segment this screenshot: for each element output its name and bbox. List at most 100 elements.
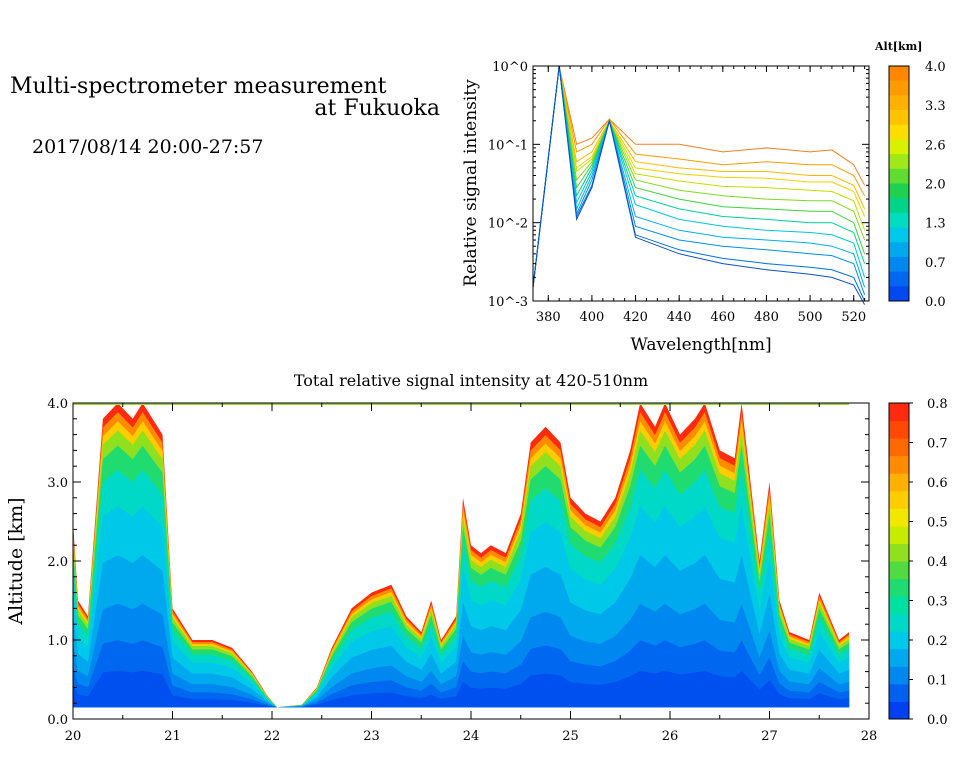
colorbar-swatch [889, 66, 909, 82]
x-tick-label: 21 [164, 729, 181, 744]
y-tick-label: 4.0 [47, 397, 68, 412]
colorbar-tick-label: 2.6 [925, 138, 946, 153]
colorbar-swatch [889, 525, 909, 544]
spectrum-series-line [532, 65, 866, 288]
spectrum-x-axis-label: Wavelength[nm] [630, 335, 771, 355]
spectrum-series-group [532, 65, 866, 305]
spectrum-series-line [532, 65, 866, 288]
colorbar-swatch [889, 683, 909, 702]
colorbar-swatch [889, 455, 909, 474]
spectrum-y-axis-label: Relative signal intensity [461, 79, 481, 287]
spectrum-series-line [532, 65, 866, 288]
spectrum-series-line [532, 65, 866, 288]
colorbar-swatch [889, 212, 909, 229]
title-line1: Multi-spectrometer measurement [10, 74, 387, 99]
colorbar-swatch [889, 613, 909, 632]
y-tick-label: 10^0 [492, 60, 528, 75]
heatmap-contour-band [73, 670, 850, 708]
colorbar-swatch [889, 110, 909, 126]
colorbar-swatch [889, 168, 909, 184]
colorbar-swatch [889, 286, 909, 302]
colorbar-swatch [889, 154, 909, 170]
colorbar-swatch [889, 256, 909, 273]
spectrum-series-line [532, 65, 866, 288]
heatmap-layers [73, 403, 850, 708]
altitude-heatmap-chart: Total relative signal intensity at 420-5… [5, 371, 948, 744]
colorbar-tick-label: 0.6 [927, 476, 948, 491]
colorbar-swatch [889, 631, 909, 650]
x-tick-label: 24 [463, 729, 480, 744]
x-tick-label: 27 [761, 729, 778, 744]
colorbar-tick-label: 0.0 [925, 295, 946, 310]
colorbar-tick-label: 3.3 [925, 99, 946, 114]
colorbar-tick-label: 0.2 [927, 634, 948, 649]
spectrum-series-line [532, 65, 866, 288]
x-tick-label: 520 [841, 310, 866, 325]
colorbar-swatch [889, 561, 909, 580]
colorbar-tick-label: 0.7 [927, 437, 948, 452]
datetime-label: 2017/08/14 20:00-27:57 [32, 136, 264, 158]
colorbar-tick-label: 0.3 [927, 595, 948, 610]
colorbar-tick-label: 0.8 [927, 397, 948, 412]
x-tick-label: 440 [667, 310, 692, 325]
y-tick-label: 0.0 [47, 713, 68, 728]
colorbar-tick-label: 0.7 [925, 256, 946, 271]
colorbar-tick-label: 0.5 [927, 516, 948, 531]
y-tick-label: 10^-3 [488, 295, 528, 310]
title-line2: at Fukuoka [314, 96, 440, 121]
x-tick-label: 28 [861, 729, 878, 744]
x-tick-label: 26 [662, 729, 679, 744]
x-tick-label: 23 [363, 729, 380, 744]
altitude-colorbar: 4.0 3.3 2.6 2.0 1.3 0.7 0.0 [888, 60, 946, 310]
colorbar-swatch [889, 227, 909, 243]
spectrum-series-line [532, 65, 866, 305]
colorbar-swatch [889, 139, 909, 155]
y-tick-label: 1.0 [47, 634, 68, 649]
colorbar-swatch [889, 242, 909, 258]
spectrum-series-line [532, 65, 866, 288]
spectrum-series-line [532, 65, 866, 295]
colorbar-swatch [889, 271, 909, 287]
x-tick-label: 20 [65, 729, 82, 744]
heatmap-y-axis-label: Altitude [km] [5, 497, 27, 625]
colorbar-swatch [889, 124, 909, 140]
colorbar-swatch [889, 473, 909, 492]
spectrum-line-chart: 380 400 420 440 460 480 500 520 10^0 10^-1 10^-2 10… [461, 40, 946, 355]
y-tick-label: 10^-1 [488, 138, 528, 153]
y-tick-label: 10^-2 [488, 217, 528, 232]
y-tick-label: 3.0 [47, 476, 68, 491]
colorbar-swatch [889, 403, 909, 422]
altitude-colorbar-label: Alt[km] [874, 40, 922, 53]
x-tick-label: 400 [579, 310, 604, 325]
x-tick-label: 25 [562, 729, 579, 744]
colorbar-swatch [889, 648, 909, 667]
colorbar-swatch [889, 666, 909, 685]
colorbar-tick-label: 0.0 [927, 713, 948, 728]
title-block: Multi-spectrometer measurement at Fukuok… [10, 74, 440, 159]
colorbar-swatch [889, 596, 909, 615]
intensity-colorbar: 0.8 0.7 0.6 0.5 0.4 0.3 0.2 0.1 0.0 [888, 397, 948, 728]
colorbar-frame [888, 65, 910, 302]
colorbar-swatch [889, 508, 909, 527]
y-tick-label: 2.0 [47, 555, 68, 570]
colorbar-swatch [889, 183, 909, 199]
spectrum-series-line [532, 65, 866, 288]
colorbar-swatch [889, 701, 909, 720]
x-tick-label: 420 [623, 310, 648, 325]
x-tick-label: 380 [536, 310, 561, 325]
heatmap-axes: 20 21 22 23 24 25 26 27 28 0.0 1.0 2.0 3.0 4.0 [47, 397, 877, 744]
colorbar-swatch [889, 420, 909, 439]
spectrum-series-line [532, 65, 866, 288]
spectrum-series-line [532, 65, 866, 288]
colorbar-swatch [889, 438, 909, 457]
colorbar-swatch [889, 490, 909, 509]
spectrum-axes: 380 400 420 440 460 480 500 520 10^0 10^-1 10^-2 10… [488, 60, 869, 325]
x-tick-label: 460 [710, 310, 735, 325]
colorbar-tick-label: 1.3 [925, 217, 946, 232]
x-tick-label: 480 [754, 310, 779, 325]
colorbar-swatch [889, 578, 909, 597]
colorbar-swatch [889, 543, 909, 562]
heatmap-title: Total relative signal intensity at 420-5… [294, 371, 648, 390]
colorbar-tick-label: 0.4 [927, 555, 948, 570]
colorbar-swatch [889, 95, 909, 111]
